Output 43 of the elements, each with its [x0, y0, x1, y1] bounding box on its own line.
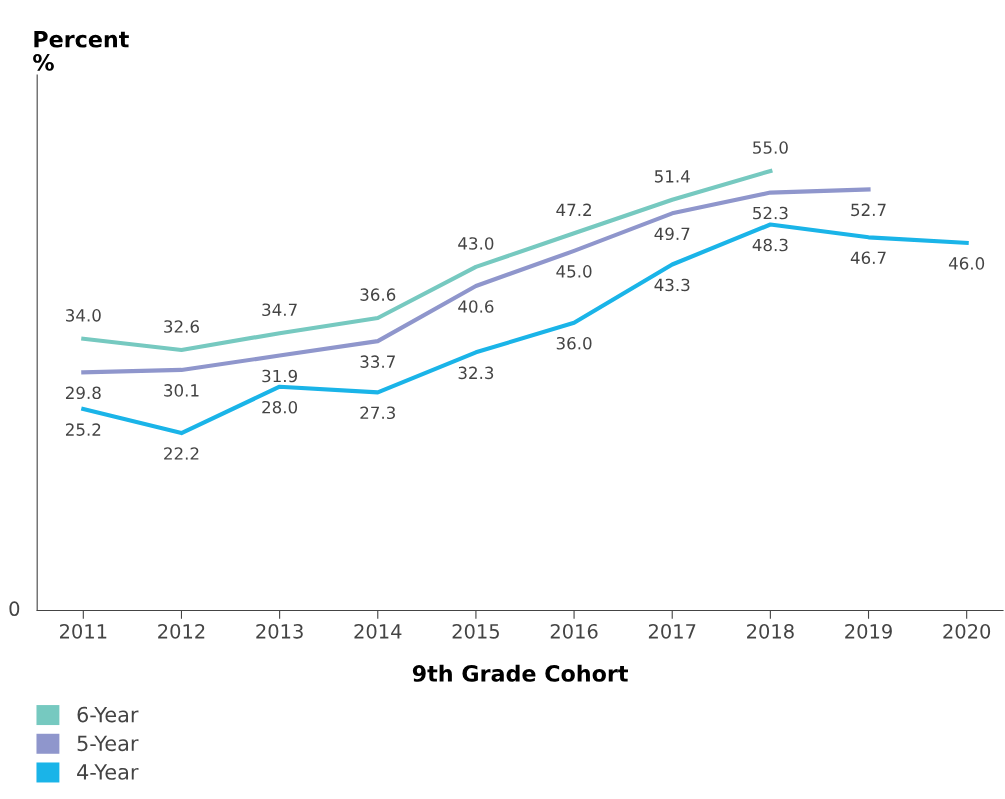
data-label: 45.0 [556, 265, 592, 278]
data-label: 30.1 [164, 384, 199, 397]
x-tick-label: 2011 [60, 623, 107, 639]
data-label: 34.0 [66, 309, 101, 322]
data-label: 22.2 [164, 447, 199, 460]
data-label: 52.7 [851, 203, 886, 217]
x-tick-label: 2015 [452, 623, 499, 639]
x-tick-label: 2012 [158, 623, 205, 639]
data-label: 51.4 [654, 170, 690, 183]
x-tick-label: 2020 [943, 623, 991, 639]
x-tick-label: 2016 [550, 623, 598, 639]
data-label: 49.7 [654, 227, 690, 241]
data-label: 48.3 [752, 238, 788, 252]
data-label: 43.0 [458, 237, 494, 250]
data-label: 46.0 [948, 257, 985, 270]
legend-label: 5-Year [77, 735, 139, 752]
data-label: 43.3 [654, 278, 690, 292]
data-label: 52.3 [753, 206, 788, 220]
data-label: 31.9 [262, 369, 297, 383]
data-label: 36.0 [556, 336, 592, 350]
x-tick-label: 2014 [354, 623, 402, 639]
data-label: 29.8 [65, 386, 101, 400]
data-label: 55.0 [753, 141, 788, 154]
data-label: 34.7 [262, 303, 297, 317]
data-label: 27.3 [360, 406, 395, 420]
x-tick-label: 2013 [256, 623, 303, 639]
y-axis-title: Percent % [33, 31, 129, 71]
data-label: 33.7 [360, 355, 395, 368]
text: 0 [9, 601, 20, 617]
data-label: 28.0 [262, 400, 298, 414]
x-tick-label: 2018 [747, 623, 794, 639]
x-tick-label: 2017 [648, 623, 696, 639]
data-label: 40.6 [458, 300, 494, 313]
data-label: 46.7 [850, 251, 886, 265]
data-label: 32.3 [458, 366, 494, 380]
x-axis-title: 9th Grade Cohort [412, 664, 628, 682]
legend-label: 4-Year [77, 764, 139, 780]
data-label: 47.2 [556, 203, 591, 216]
data-label: 36.6 [360, 288, 396, 301]
legend-label: 6-Year [77, 706, 139, 723]
data-label: 25.2 [65, 423, 101, 436]
x-tick-label: 2019 [845, 623, 892, 639]
data-label: 32.6 [164, 320, 199, 333]
